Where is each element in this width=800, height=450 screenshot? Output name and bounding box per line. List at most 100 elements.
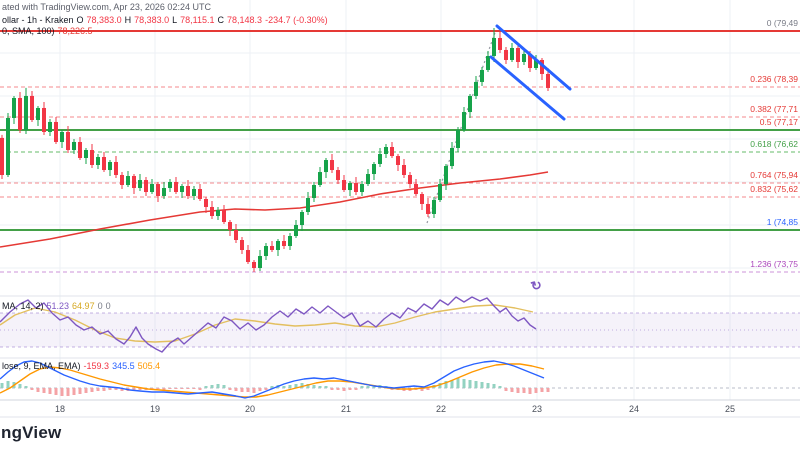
candle-body <box>414 184 418 195</box>
candle-body <box>90 150 94 165</box>
candle-body <box>108 161 112 171</box>
candle-body <box>360 184 364 193</box>
macd-histogram-bar <box>114 388 118 390</box>
symbol-legend-segment: C <box>217 15 225 25</box>
candle-body <box>30 95 34 121</box>
symbol-legend-segment: -234.7 (-0.30%) <box>265 15 328 25</box>
symbol-legend[interactable]: ollar - 1h - Kraken O 78,383.0 H 78,383.0 L 78… <box>2 15 331 26</box>
macd-histogram-bar <box>228 388 232 390</box>
fib-level-label: 0.5 (77,17 <box>759 117 798 127</box>
candle-body <box>120 175 124 186</box>
macd-histogram-bar <box>246 388 250 392</box>
candle-body <box>246 250 250 262</box>
macd-signal-line[interactable] <box>0 363 545 398</box>
candle-body <box>330 160 334 171</box>
candles-layer[interactable] <box>0 27 550 273</box>
macd-histogram-bar <box>240 388 244 392</box>
candle-body <box>492 37 496 56</box>
tradingview-logo[interactable]: ngView <box>1 423 62 442</box>
candle-body <box>522 53 526 62</box>
macd-histogram-bar <box>18 384 22 388</box>
macd-histogram-bar <box>198 388 202 390</box>
candle-body <box>546 73 550 88</box>
macd-histogram-bar <box>342 388 346 391</box>
macd-histogram-bar <box>318 386 322 388</box>
candle-body <box>204 199 208 207</box>
macd-legend-segment: lose, 9, EMA, EMA) <box>2 361 81 371</box>
macd-histogram-bar <box>438 383 442 388</box>
macd-histogram-bar <box>480 382 484 388</box>
candle-body <box>408 175 412 185</box>
macd-legend-segment: -159.3 <box>83 361 110 371</box>
candle-body <box>462 112 466 131</box>
candle-body <box>354 183 358 193</box>
time-axis-label: 21 <box>340 404 352 414</box>
macd-histogram-bar <box>300 383 304 388</box>
candle-body <box>516 48 520 62</box>
candle-body <box>222 209 226 223</box>
candle-body <box>510 48 514 60</box>
macd-histogram-bar <box>492 384 496 388</box>
channel-trendline[interactable] <box>495 24 572 91</box>
macd-histogram-bar <box>336 388 340 390</box>
macd-histogram-bar <box>204 386 208 388</box>
time-axis-label: 25 <box>724 404 736 414</box>
rsi-line[interactable] <box>0 296 537 353</box>
macd-histogram-bar <box>234 388 238 391</box>
candle-body <box>366 174 370 185</box>
ma-indicator-legend[interactable]: 0, SMA, 100) 78,226.5 <box>2 26 96 37</box>
sma-100-line[interactable] <box>0 171 549 248</box>
symbol-legend-segment: ollar - 1h - Kraken <box>2 15 74 25</box>
macd-histogram-bar <box>348 388 352 390</box>
macd-histogram-bar <box>150 388 154 389</box>
rsi-legend-segment: 0 <box>97 301 103 311</box>
candle-body <box>84 150 88 158</box>
macd-indicator-legend[interactable]: lose, 9, EMA, EMA) -159.3 345.5 505.4 <box>2 361 163 372</box>
candle-body <box>114 161 118 176</box>
dotted-trendline[interactable] <box>426 29 497 224</box>
candle-body <box>432 199 436 214</box>
macd-histogram-bar <box>84 388 88 393</box>
symbol-legend-segment: H <box>124 15 132 25</box>
macd-histogram-bar <box>288 385 292 388</box>
rsi-legend-segment: 51.23 <box>46 301 70 311</box>
candle-body <box>498 37 502 50</box>
candle-body <box>318 172 322 186</box>
channel-trendline[interactable] <box>489 55 566 121</box>
macd-histogram-bar <box>162 388 166 390</box>
candle-body <box>384 147 388 155</box>
symbol-legend-segment: 78,383.0 <box>134 15 170 25</box>
macd-histogram-bar <box>168 388 172 389</box>
macd-histogram-bar <box>294 384 298 388</box>
rsi-ma-line[interactable] <box>0 304 534 343</box>
macd-histogram-bar <box>456 378 460 388</box>
fib-level-label: 1.236 (73,75 <box>750 259 798 269</box>
candle-body <box>186 185 190 196</box>
symbol-legend-segment: L <box>172 15 178 25</box>
candle-body <box>372 164 376 175</box>
macd-histogram-bar <box>120 388 124 391</box>
candle-body <box>12 97 16 118</box>
candle-body <box>528 53 532 69</box>
candle-body <box>72 141 76 151</box>
macd-histogram-bar <box>264 388 268 390</box>
candle-body <box>24 95 28 131</box>
macd-histogram-bar <box>474 381 478 388</box>
macd-line[interactable] <box>0 360 545 399</box>
macd-histogram-bar <box>534 388 538 393</box>
macd-histogram-bar <box>540 388 544 392</box>
candle-body <box>264 246 268 257</box>
rsi-indicator-legend[interactable]: MA, 14, 2) 51.23 64.97 0 0 <box>2 301 114 312</box>
rsi-legend-segment: 0 <box>105 301 111 311</box>
candle-body <box>504 49 508 60</box>
macd-histogram-bar <box>108 388 112 390</box>
candle-body <box>138 180 142 189</box>
candle-body <box>156 184 160 196</box>
macd-histogram-bar <box>252 388 256 393</box>
macd-histogram-bar <box>48 388 52 394</box>
time-axis-label: 18 <box>54 404 66 414</box>
candle-body <box>198 188 202 200</box>
macd-histogram-bar <box>42 388 46 393</box>
macd-histogram-bar <box>90 388 94 392</box>
